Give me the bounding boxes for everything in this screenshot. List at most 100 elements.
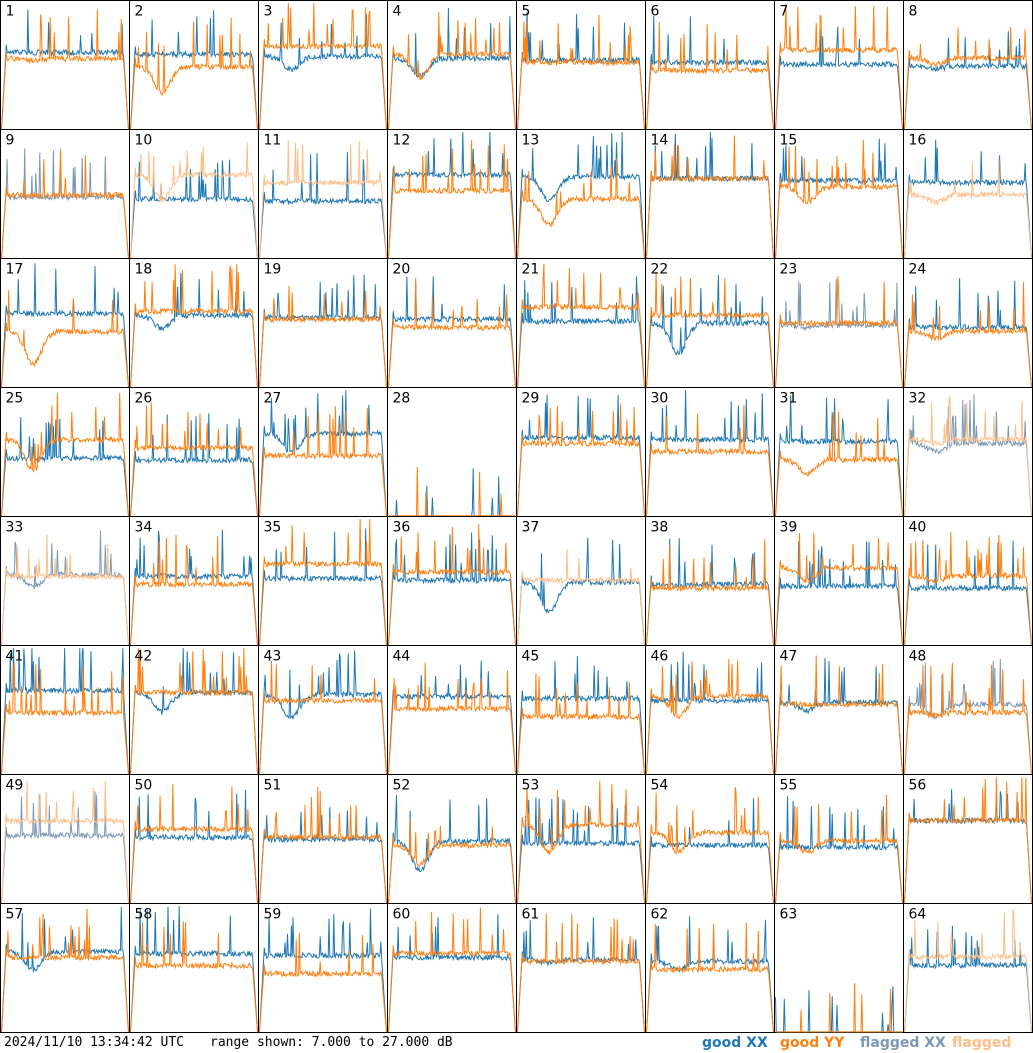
series-xx-line — [1, 791, 129, 903]
panel-number: 59 — [264, 907, 282, 923]
antenna-panel: 50 — [129, 774, 259, 904]
antenna-panel: 9 — [0, 129, 130, 259]
antenna-panel: 43 — [258, 645, 388, 775]
series-xx-line — [646, 132, 774, 258]
series-yy-line — [646, 922, 774, 1032]
panel-frame — [387, 258, 517, 388]
panel-number: 6 — [651, 4, 660, 20]
series-xx-line — [259, 390, 387, 516]
panel-frame — [903, 903, 1033, 1033]
series-yy-line — [130, 402, 258, 516]
panel-frame — [516, 387, 646, 517]
antenna-panel: 10 — [129, 129, 259, 259]
series-xx-line — [388, 532, 516, 645]
series-xx-line — [646, 390, 774, 516]
panel-number: 22 — [651, 262, 669, 278]
panel-number: 62 — [651, 907, 669, 923]
panel-number: 18 — [135, 262, 153, 278]
panel-number: 47 — [780, 649, 798, 665]
series-yy-line — [646, 22, 774, 129]
panel-number: 8 — [909, 4, 918, 20]
panel-number: 29 — [522, 391, 540, 407]
series-xx-line — [130, 906, 258, 1032]
series-xx-line — [1, 648, 129, 774]
antenna-panel: 15 — [774, 129, 904, 259]
antenna-panel: 55 — [774, 774, 904, 904]
panel-number: 38 — [651, 520, 669, 536]
series-xx-line — [646, 798, 774, 903]
antenna-panel: 28 — [387, 387, 517, 517]
series-yy-line — [646, 786, 774, 903]
antenna-panel: 47 — [774, 645, 904, 775]
antenna-panel: 25 — [0, 387, 130, 517]
panel-number: 32 — [909, 391, 927, 407]
panel-number: 45 — [522, 649, 540, 665]
antenna-panel: 36 — [387, 516, 517, 646]
series-xx-line — [130, 413, 258, 516]
series-xx-line — [904, 925, 1032, 1032]
series-yy-line — [646, 539, 774, 645]
panel-number: 44 — [393, 649, 411, 665]
series-xx-line — [259, 650, 387, 774]
panel-number: 19 — [264, 262, 282, 278]
series-yy-line — [388, 278, 516, 387]
panel-frame — [258, 903, 388, 1033]
panel-number: 41 — [6, 649, 24, 665]
series-yy-line — [646, 135, 774, 258]
series-yy-line — [775, 532, 903, 645]
panel-number: 31 — [780, 391, 798, 407]
series-yy-line — [1, 908, 129, 1032]
series-yy-line — [1, 534, 129, 645]
series-yy-line — [259, 519, 387, 645]
panel-frame — [0, 774, 130, 904]
panel-frame — [129, 516, 259, 646]
antenna-panel: 26 — [129, 387, 259, 517]
legend-good-xx: good XX — [702, 1035, 768, 1051]
panel-frame — [387, 0, 517, 130]
panel-frame — [516, 0, 646, 130]
series-yy-line — [646, 404, 774, 516]
series-yy-line — [130, 648, 258, 774]
series-yy-line — [517, 403, 645, 516]
series-yy-line — [259, 285, 387, 387]
antenna-panel: 20 — [387, 258, 517, 388]
antenna-panel: 21 — [516, 258, 646, 388]
panel-frame — [0, 516, 130, 646]
series-xx-line — [646, 651, 774, 774]
panel-frame — [645, 258, 775, 388]
panel-number: 51 — [264, 778, 282, 794]
panel-frame — [129, 387, 259, 517]
antenna-panel: 8 — [903, 0, 1033, 130]
series-yy-line — [775, 3, 903, 129]
series-yy-line — [646, 271, 774, 387]
panel-number: 1 — [6, 4, 15, 20]
panel-number: 4 — [393, 4, 402, 20]
series-xx-line — [259, 528, 387, 645]
panel-number: 48 — [909, 649, 927, 665]
antenna-panel: 45 — [516, 645, 646, 775]
antenna-panel: 38 — [645, 516, 775, 646]
antenna-panel: 24 — [903, 258, 1033, 388]
series-xx-line — [388, 7, 516, 129]
antenna-panel: 59 — [258, 903, 388, 1033]
antenna-panel: 22 — [645, 258, 775, 388]
series-yy-line — [646, 658, 774, 774]
antenna-panel: 14 — [645, 129, 775, 259]
panel-number: 57 — [6, 907, 24, 923]
panel-frame — [903, 645, 1033, 775]
panel-frame — [258, 258, 388, 388]
panel-frame — [0, 903, 130, 1033]
series-yy-line — [388, 466, 516, 517]
series-xx-line — [904, 394, 1032, 516]
panel-number: 24 — [909, 262, 927, 278]
antenna-panel: 49 — [0, 774, 130, 904]
panel-frame — [516, 129, 646, 259]
series-yy-line — [1, 9, 129, 129]
timestamp: 2024/11/10 13:34:42 UTC — [4, 1035, 185, 1050]
panel-number: 50 — [135, 778, 153, 794]
antenna-panel: 30 — [645, 387, 775, 517]
panel-number: 60 — [393, 907, 411, 923]
panel-frame — [0, 0, 130, 130]
antenna-panel: 2 — [129, 0, 259, 130]
